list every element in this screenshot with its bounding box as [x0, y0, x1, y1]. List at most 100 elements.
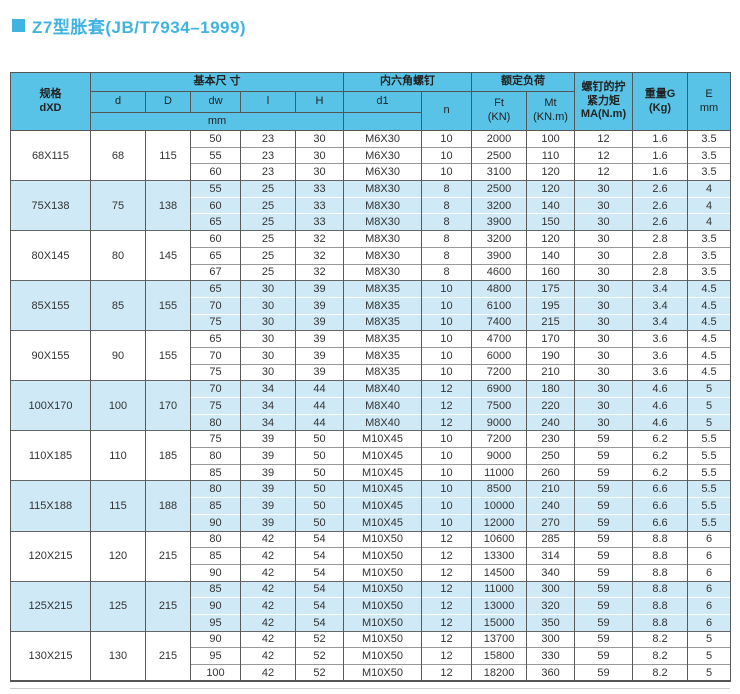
cell-d1: M8X35: [343, 330, 423, 348]
cell-ma: 59: [574, 664, 634, 682]
table-row: 80 39 50 M10X45 10 9000 250 59 6.2 5.5: [11, 447, 732, 465]
cell-e: 4.5: [687, 330, 732, 348]
table-row: 100 42 52 M10X50 12 18200 360 59 8.2 5: [11, 664, 732, 682]
cell-H: 54: [294, 597, 345, 615]
cell-g: 2.8: [632, 230, 689, 248]
cell-l: 42: [240, 580, 296, 598]
cell-e: 3.5: [687, 263, 732, 281]
cell-e: 5.5: [687, 430, 732, 448]
cell-d1: M10X45: [343, 463, 423, 481]
cell-g: 3.6: [632, 330, 689, 348]
cell-ft: 3900: [471, 213, 528, 231]
cell-l: 42: [240, 563, 296, 582]
cell-d1: M10X50: [343, 613, 423, 632]
cell-dw: 90: [190, 513, 241, 531]
cell-dw: 70: [190, 380, 241, 398]
cell-n: 10: [421, 430, 473, 448]
cell-e: 4: [687, 213, 732, 231]
cell-d1: M10X50: [343, 597, 423, 615]
cell-ma: 30: [574, 397, 634, 415]
spec-table-body: 68X115 68 115 50 23 30 M6X30 10 2000 100 12 1.6 3.5 5…: [10, 129, 732, 682]
cell-D: 185: [145, 430, 191, 481]
cell-d1: M8X30: [343, 246, 423, 264]
cell-ma: 59: [574, 480, 634, 498]
cell-l: 25: [240, 180, 296, 198]
cell-ma: 59: [574, 463, 634, 481]
cell-dw: 65: [190, 246, 241, 264]
cell-d1: M8X40: [343, 413, 423, 431]
cell-mt: 215: [526, 313, 576, 331]
cell-ma: 30: [574, 263, 634, 281]
cell-mt: 120: [526, 163, 576, 181]
cell-H: 39: [294, 346, 345, 365]
cell-e: 6: [687, 613, 732, 632]
cell-ft: 6000: [471, 346, 528, 365]
table-row: 115X188 115 188 80 39 50 M10X45 10 8500 210 59 6.6 5…: [10, 480, 732, 531]
cell-mt: 350: [526, 613, 576, 632]
cell-e: 6: [687, 597, 732, 615]
cell-ft: 6100: [471, 296, 528, 315]
cell-n: 12: [421, 630, 473, 648]
cell-ma: 30: [574, 363, 634, 381]
cell-dw: 55: [190, 180, 241, 198]
cell-n: 8: [421, 230, 473, 248]
col-header-torque: 螺钉的拧 紧力矩 MA(N.m): [574, 72, 634, 131]
cell-d1: M8X35: [343, 296, 423, 315]
cell-d1: M8X30: [343, 213, 423, 231]
cell-mt: 330: [526, 647, 576, 665]
cell-d: 90: [90, 330, 146, 381]
cell-dw: 80: [190, 413, 241, 431]
cell-dw: 70: [190, 346, 241, 365]
cell-mt: 320: [526, 597, 576, 615]
cell-ma: 12: [574, 130, 634, 148]
cell-e: 3.5: [687, 230, 732, 248]
col-group-hex-screw: 内六角螺钉: [343, 72, 473, 92]
cell-mt: 240: [526, 497, 576, 515]
cell-e: 3.5: [687, 163, 732, 181]
cell-l: 30: [240, 313, 296, 331]
cell-ma: 30: [574, 230, 634, 248]
cell-d1: M10X50: [343, 580, 423, 598]
cell-ma: 59: [574, 530, 634, 548]
cell-l: 23: [240, 130, 296, 148]
cell-n: 8: [421, 213, 473, 231]
cell-e: 3.5: [687, 246, 732, 264]
cell-spec: 90X155: [10, 330, 91, 381]
table-row: 70 30 39 M8X35 10 6000 190 30 3.6 4.5: [11, 346, 732, 365]
cell-D: 155: [145, 330, 191, 381]
cell-d1: M8X35: [343, 280, 423, 298]
cell-ft: 7200: [471, 363, 528, 381]
cell-n: 12: [421, 413, 473, 431]
cell-H: 32: [294, 246, 345, 264]
cell-n: 12: [421, 380, 473, 398]
cell-d1: M10X45: [343, 497, 423, 515]
cell-spec: 75X138: [10, 180, 91, 231]
col-header-mt: Mt (KN.m): [526, 91, 576, 131]
cell-ma: 30: [574, 313, 634, 331]
cell-dw: 85: [190, 547, 241, 565]
table-row: 90X155 90 155 65 30 39 M8X35 10 4700 170 30 3.6 4.5: [10, 330, 732, 381]
cell-l: 42: [240, 597, 296, 615]
page-title-row: Z7型胀套(JB/T7934–1999): [12, 13, 246, 38]
cell-mt: 360: [526, 664, 576, 682]
cell-dw: 60: [190, 230, 241, 248]
cell-d1: M10X50: [343, 630, 423, 648]
cell-l: 25: [240, 263, 296, 281]
col-header-H: H: [294, 91, 345, 113]
cell-mt: 100: [526, 130, 576, 148]
cell-ma: 59: [574, 597, 634, 615]
cell-d1: M8X30: [343, 263, 423, 281]
cell-l: 34: [240, 380, 296, 398]
cell-H: 52: [294, 647, 345, 665]
cell-H: 32: [294, 263, 345, 281]
cell-n: 10: [421, 330, 473, 348]
cell-H: 30: [294, 130, 345, 148]
cell-dw: 60: [190, 196, 241, 214]
cell-l: 42: [240, 664, 296, 682]
cell-g: 3.4: [632, 296, 689, 315]
spec-table: 规格 dXD 基本尺 寸 内六角螺钉 额定负荷 螺钉的拧 紧力矩 MA(N.m)…: [10, 72, 732, 683]
table-row: 65 25 32 M8X30 8 3900 140 30 2.8 3.5: [11, 246, 732, 264]
cell-n: 10: [421, 447, 473, 465]
cell-l: 25: [240, 246, 296, 264]
cell-d1: M6X30: [343, 130, 423, 148]
